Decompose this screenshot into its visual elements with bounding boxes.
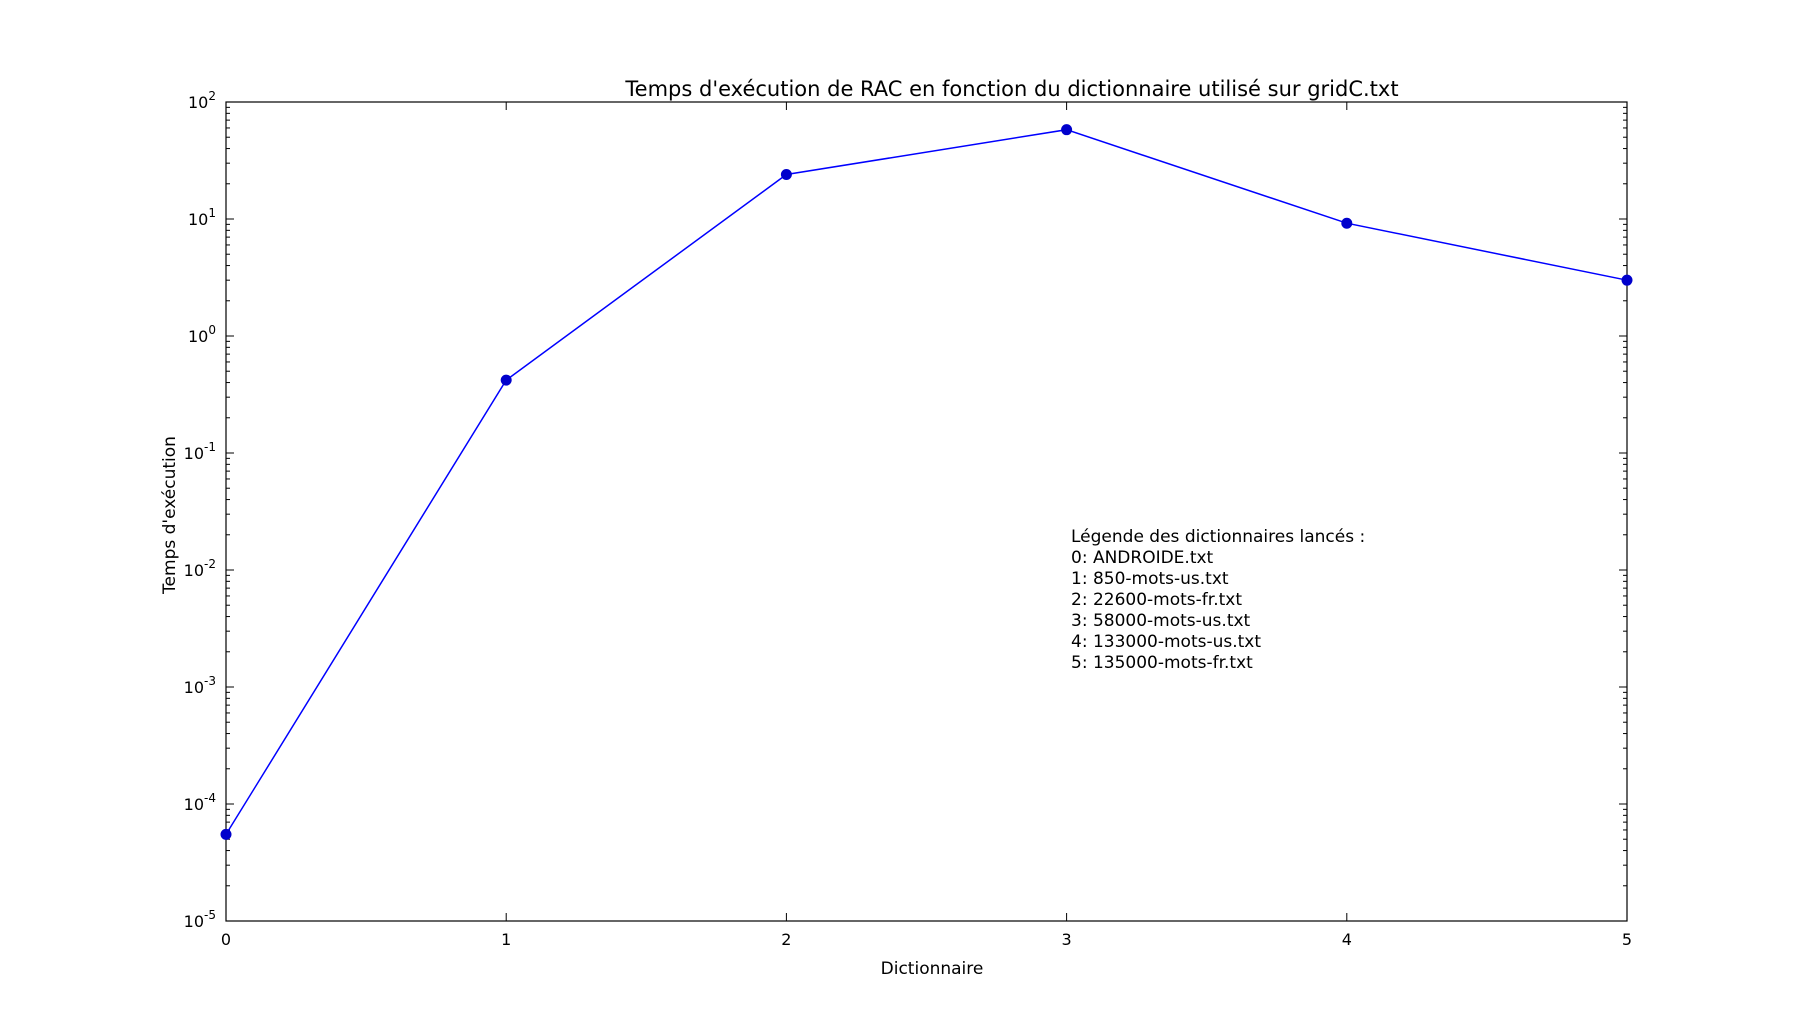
x-tick-label: 4 bbox=[1342, 930, 1352, 949]
x-tick-label: 0 bbox=[221, 930, 231, 949]
annotation-line: 0: ANDROIDE.txt bbox=[1071, 548, 1214, 568]
series-layer bbox=[220, 124, 1633, 840]
data-point bbox=[1621, 274, 1633, 286]
data-point bbox=[780, 169, 792, 181]
annotation-line: 2: 22600-mots-fr.txt bbox=[1071, 590, 1242, 610]
data-point bbox=[1061, 124, 1073, 136]
y-tick-label: 102 bbox=[188, 89, 216, 112]
y-tick-label: 101 bbox=[188, 206, 216, 229]
y-tick-label: 10-5 bbox=[184, 908, 216, 931]
axes: 0 1 2 3 4 5 102 101 100 10-1 10-2 10-3 10-4 10-5 bbox=[184, 89, 1632, 949]
data-point bbox=[500, 374, 512, 386]
annotation-line: 1: 850-mots-us.txt bbox=[1071, 569, 1229, 589]
x-tick-label: 2 bbox=[781, 930, 791, 949]
y-tick-label: 10-1 bbox=[184, 440, 216, 463]
annotation-line: 4: 133000-mots-us.txt bbox=[1071, 632, 1261, 652]
x-tick-label: 1 bbox=[501, 930, 511, 949]
annotation-line: 5: 135000-mots-fr.txt bbox=[1071, 653, 1253, 673]
y-tick-label: 10-4 bbox=[184, 791, 216, 814]
y-tick-label: 10-2 bbox=[184, 557, 216, 580]
annotation-title: Légende des dictionnaires lancés : bbox=[1071, 527, 1365, 547]
annotation-line: 3: 58000-mots-us.txt bbox=[1071, 611, 1251, 631]
series-line bbox=[225, 128, 1628, 835]
data-point bbox=[220, 828, 232, 840]
dictionary-legend-annotation: Légende des dictionnaires lancés :0: AND… bbox=[1071, 527, 1365, 673]
data-point bbox=[1341, 217, 1353, 229]
chart-title: Temps d'exécution de RAC en fonction du … bbox=[624, 77, 1398, 101]
y-tick-label: 10-3 bbox=[184, 674, 216, 697]
y-tick-label: 100 bbox=[188, 323, 216, 346]
x-tick-label: 3 bbox=[1062, 930, 1072, 949]
y-axis-title: Temps d'exécution bbox=[160, 436, 180, 595]
x-tick-label: 5 bbox=[1622, 930, 1632, 949]
x-axis-title: Dictionnaire bbox=[881, 959, 984, 979]
plot-frame bbox=[225, 101, 1628, 922]
